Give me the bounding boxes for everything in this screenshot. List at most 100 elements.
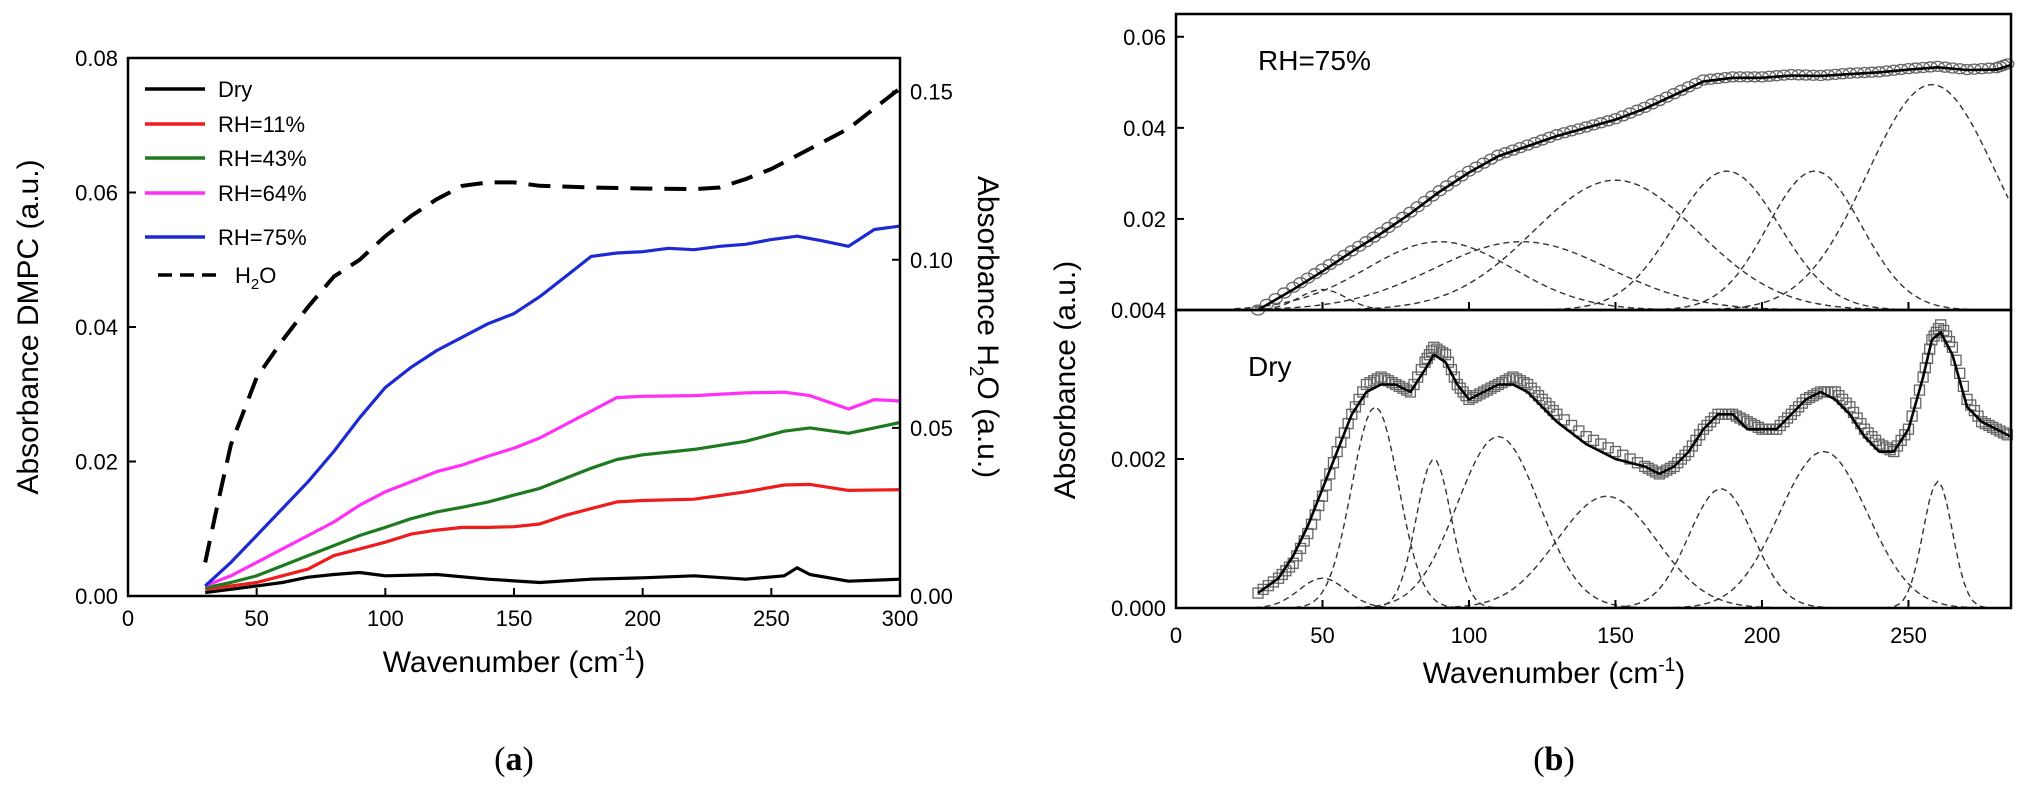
top-fit-component-5 [1234, 170, 2009, 311]
top-data-point [1277, 287, 1292, 299]
bottom-data-point [1454, 382, 1466, 394]
bottom-data-point [1789, 404, 1801, 417]
bottom-data-point [1335, 436, 1347, 448]
top-data-point [1461, 165, 1477, 177]
panel-b-caption: (b) [1533, 741, 1575, 778]
panel-a-y2-ticks: 0.00 0.05 0.10 0.15 [892, 80, 953, 609]
x-tick-label: 250 [753, 606, 790, 631]
bottom-y-tick-label: 0.004 [1111, 298, 1166, 323]
top-data-point [1469, 161, 1484, 173]
x-tick-label: 50 [1310, 623, 1334, 648]
legend-label-rh75: RH=75% [218, 225, 307, 250]
bottom-data-point [1386, 376, 1398, 389]
top-data-point [1666, 88, 1682, 100]
bottom-data-point [1536, 393, 1548, 406]
panel-a-y-axis-label: Absorbance DMPC (a.u.) [12, 159, 45, 494]
bottom-data-point [1668, 460, 1680, 473]
panel-a: 0 50 100 150 200 250 300 0.000.020.040.060.08 … [12, 46, 1004, 778]
bottom-data-point [1609, 445, 1622, 458]
bottom-data-point [1833, 390, 1845, 402]
panel-a-series-group [203, 86, 902, 595]
bottom-data-point [1800, 393, 1812, 406]
bottom-data-point [1532, 390, 1545, 402]
y2-tick-label: 0.15 [910, 80, 953, 105]
top-data-point [1644, 98, 1660, 110]
bottom-data-point [1602, 442, 1614, 454]
bottom-data-point [1543, 401, 1556, 413]
bottom-data-point [1408, 378, 1420, 391]
series-line-rh-75 [204, 224, 901, 588]
y-tick-label: 0.04 [75, 315, 118, 340]
panel-b-top-series-group [1234, 58, 2015, 316]
bottom-data-point [1803, 391, 1816, 404]
y-tick-label: 0.06 [75, 181, 118, 206]
top-data-point [1681, 81, 1696, 93]
y-tick-label: 0.02 [75, 450, 118, 475]
top-y-tick-label: 0.04 [1123, 116, 1166, 141]
bottom-y-tick-label: 0.000 [1111, 596, 1166, 621]
top-fit-line [1257, 63, 2012, 312]
bottom-data-point [1774, 419, 1786, 432]
legend-label-rh64: RH=64% [218, 181, 307, 206]
bottom-data-point [1866, 430, 1878, 443]
bottom-data-point [1397, 382, 1409, 394]
y2-tick-label: 0.10 [910, 248, 953, 273]
bottom-fit-component-1 [1234, 577, 2009, 609]
bottom-data-point [1547, 404, 1559, 417]
bottom-data-point [1331, 445, 1343, 458]
panel-a-y-ticks: 0.00 0.02 0.04 0.06 0.08 [75, 46, 136, 609]
legend-label-rh43: RH=43% [218, 146, 307, 171]
panel-a-x-ticks: 0 50 100 150 200 250 300 [122, 588, 918, 631]
bottom-data-point [1906, 410, 1918, 422]
panel-b-bottom-y-ticks: 0.000 0.002 0.004 [1111, 298, 1184, 621]
bottom-data-point [1272, 572, 1285, 584]
bottom-data-point [1873, 438, 1885, 450]
bottom-data-point [1792, 401, 1805, 413]
top-data-point [1268, 292, 1283, 305]
bottom-data-point [1730, 410, 1742, 422]
panel-b-x-axis-label: Wavenumber (cm-1) [1423, 655, 1686, 690]
bottom-data-point [1338, 427, 1351, 439]
top-data-point [1476, 157, 1491, 169]
bottom-data-point [1990, 423, 2003, 435]
top-data-point [1483, 153, 1499, 165]
top-data-point [1674, 84, 1689, 96]
panel-a-x-axis-label: Wavenumber (cm-1) [383, 644, 646, 679]
bottom-data-point [1994, 425, 2006, 437]
y2-tick-label: 0.05 [910, 416, 953, 441]
bottom-data-point [1785, 408, 1797, 420]
bottom-data-point [1983, 419, 1995, 432]
bottom-data-point [1434, 345, 1446, 357]
bottom-data-point [1496, 376, 1508, 389]
bottom-data-point [1436, 347, 1449, 359]
bottom-fit-component-5 [1234, 495, 2009, 609]
bottom-data-point [1368, 375, 1380, 387]
bottom-data-point [1346, 408, 1358, 420]
y-tick-label: 0.08 [75, 46, 118, 71]
x-tick-label: 100 [367, 606, 404, 631]
bottom-data-point [1902, 423, 1915, 435]
bottom-fit-component-6 [1234, 488, 2009, 609]
x-tick-label: 150 [1597, 623, 1634, 648]
bottom-data-point [1672, 457, 1684, 469]
panel-b-bottom-series-group [1234, 319, 2013, 609]
x-tick-label: 200 [624, 606, 661, 631]
panel-a-plot-frame [126, 56, 902, 598]
top-data-point [1688, 77, 1704, 90]
bottom-data-point [1778, 416, 1790, 428]
bottom-data-point [1998, 427, 2010, 439]
bottom-fit-component-4 [1234, 435, 2009, 609]
x-tick-label: 0 [1170, 623, 1182, 648]
bottom-data-point [1752, 421, 1764, 433]
legend-label-h2o: H2O [235, 263, 276, 293]
bottom-data-point [1485, 382, 1497, 394]
panel-a-caption: (a) [494, 741, 534, 778]
bottom-data-point [1342, 417, 1354, 430]
bottom-data-point [1404, 386, 1417, 398]
bottom-data-point [1514, 375, 1526, 387]
bottom-data-point [1580, 430, 1592, 443]
bottom-data-point [1661, 464, 1673, 476]
x-tick-label: 250 [1890, 623, 1927, 648]
bottom-data-point [1477, 386, 1490, 398]
